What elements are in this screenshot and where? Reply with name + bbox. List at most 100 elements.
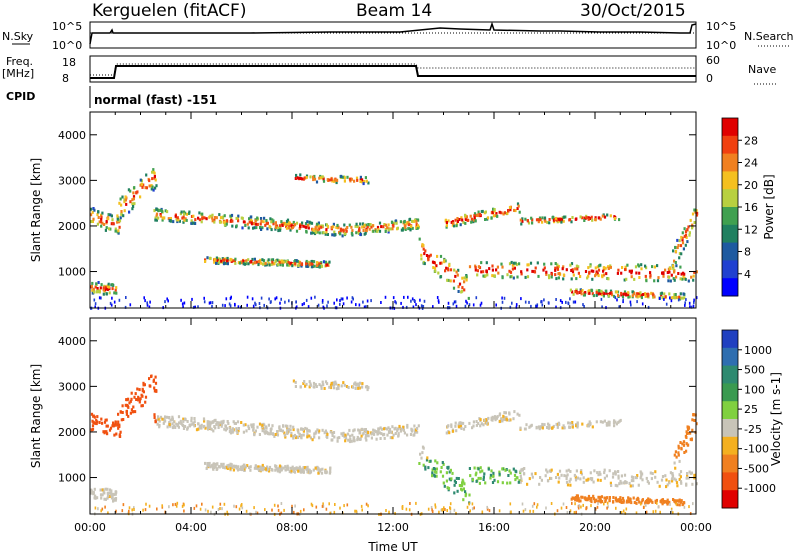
echo-cell bbox=[202, 417, 206, 421]
echo-cell bbox=[151, 177, 154, 181]
echo-cell bbox=[226, 510, 228, 514]
echo-cell bbox=[307, 429, 310, 433]
echo-cell bbox=[476, 273, 479, 277]
echo-cell bbox=[501, 467, 504, 471]
echo-cell bbox=[401, 507, 404, 510]
echo-cell bbox=[271, 424, 274, 428]
echo-cell bbox=[283, 508, 285, 512]
echo-cell bbox=[625, 293, 628, 296]
echo-cell bbox=[118, 298, 121, 302]
echo-cell bbox=[190, 219, 193, 223]
echo-cell bbox=[547, 422, 550, 426]
colorbar-tick-label: 25 bbox=[744, 403, 758, 416]
echo-cell bbox=[121, 509, 124, 513]
echo-cell bbox=[365, 223, 368, 227]
echo-cell bbox=[323, 431, 326, 435]
echo-cell bbox=[554, 262, 557, 265]
echo-cell bbox=[644, 500, 647, 504]
echo-cell bbox=[451, 471, 454, 475]
echo-cell bbox=[343, 435, 346, 439]
echo-cell bbox=[573, 473, 576, 477]
echo-cell bbox=[162, 421, 165, 425]
echo-cell bbox=[526, 275, 530, 279]
echo-cell bbox=[154, 381, 158, 385]
echo-cell bbox=[315, 222, 319, 226]
echo-cell bbox=[605, 422, 608, 426]
echo-cell bbox=[300, 468, 303, 472]
echo-cell bbox=[682, 247, 685, 251]
echo-cell bbox=[518, 479, 521, 483]
echo-cell bbox=[294, 385, 297, 388]
echo-cell bbox=[364, 428, 367, 431]
echo-cell bbox=[93, 487, 96, 491]
echo-cell bbox=[367, 386, 370, 390]
echo-cell bbox=[137, 395, 140, 399]
x-tick-label: 08:00 bbox=[276, 521, 308, 534]
echo-cell bbox=[557, 264, 560, 268]
echo-cell bbox=[583, 305, 585, 308]
echo-cell bbox=[212, 420, 215, 424]
echo-cell bbox=[619, 496, 622, 500]
echo-cell bbox=[460, 427, 463, 430]
echo-cell bbox=[493, 274, 496, 278]
echo-cell bbox=[597, 500, 600, 504]
echo-cell bbox=[360, 434, 363, 438]
echo-cell bbox=[286, 424, 289, 428]
y-tick-label: 3000 bbox=[58, 380, 86, 393]
echo-cell bbox=[182, 305, 184, 309]
echo-cell bbox=[256, 511, 259, 515]
echo-cell bbox=[596, 505, 599, 509]
echo-cell bbox=[326, 263, 329, 267]
echo-cell bbox=[607, 265, 610, 269]
echo-cell bbox=[615, 506, 617, 510]
echo-cell bbox=[295, 259, 298, 263]
colorbar-tick-label: -1000 bbox=[744, 482, 776, 495]
echo-cell bbox=[465, 299, 467, 303]
echo-cell bbox=[688, 231, 691, 235]
echo-cell bbox=[230, 258, 233, 262]
echo-cell bbox=[486, 505, 488, 509]
echo-cell bbox=[100, 220, 103, 224]
echo-cell bbox=[249, 465, 252, 469]
echo-cell bbox=[682, 271, 685, 275]
echo-cell bbox=[577, 506, 580, 510]
echo-cell bbox=[277, 508, 280, 512]
echo-cell bbox=[535, 218, 539, 222]
echo-cell bbox=[512, 276, 515, 280]
echo-cell bbox=[462, 220, 465, 224]
echo-cell bbox=[101, 221, 104, 225]
echo-cell bbox=[251, 257, 254, 261]
echo-cell bbox=[129, 189, 132, 193]
echo-cell bbox=[352, 429, 355, 433]
echo-cell bbox=[268, 263, 271, 267]
echo-cell bbox=[562, 219, 565, 223]
colorbar-swatch bbox=[722, 171, 738, 190]
echo-cell bbox=[689, 218, 692, 222]
echo-cell bbox=[622, 298, 624, 302]
echo-cell bbox=[691, 428, 694, 432]
echo-cell bbox=[531, 218, 534, 222]
echo-cell bbox=[554, 273, 557, 277]
echo-cell bbox=[681, 277, 684, 281]
echo-cell bbox=[197, 216, 200, 220]
echo-cell bbox=[254, 429, 257, 433]
echo-cell bbox=[366, 299, 369, 303]
echo-cell bbox=[664, 500, 667, 504]
echo-cell bbox=[175, 422, 178, 426]
echo-cell bbox=[237, 305, 240, 309]
echo-cell bbox=[343, 504, 345, 508]
echo-cell bbox=[455, 304, 458, 308]
echo-cell bbox=[256, 425, 259, 429]
echo-cell bbox=[587, 494, 591, 498]
echo-cell bbox=[263, 303, 265, 307]
y-tick-label: 4000 bbox=[58, 335, 86, 348]
echo-cell bbox=[620, 474, 623, 478]
echo-cell bbox=[391, 436, 394, 440]
echo-cell bbox=[133, 186, 136, 190]
echo-cell bbox=[482, 478, 485, 481]
echo-cell bbox=[687, 443, 690, 447]
echo-cell bbox=[168, 416, 171, 419]
echo-cell bbox=[418, 237, 421, 241]
echo-cell bbox=[555, 218, 558, 222]
echo-cell bbox=[438, 510, 440, 514]
